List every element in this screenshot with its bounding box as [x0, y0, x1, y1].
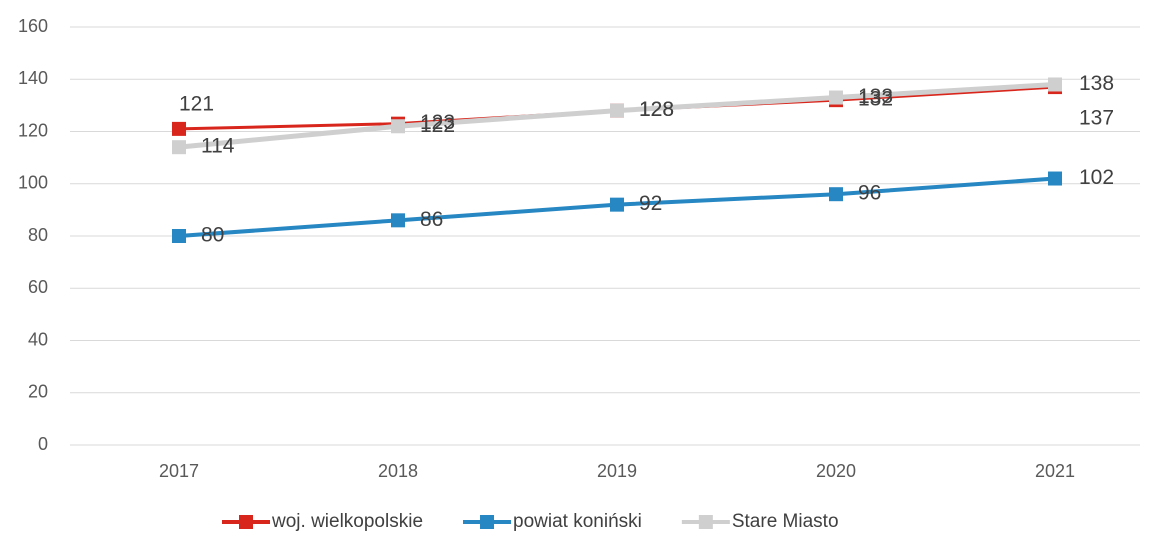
x-tick-label: 2018 [378, 461, 418, 481]
data-label: 128 [639, 98, 674, 121]
marker [172, 229, 186, 243]
marker [391, 119, 405, 134]
data-label: 96 [858, 182, 881, 205]
data-label: 128 [639, 98, 674, 121]
marker [610, 197, 624, 212]
y-tick-label: 120 [18, 120, 48, 140]
y-tick-label: 0 [38, 434, 48, 454]
y-tick-label: 20 [28, 382, 48, 402]
marker [610, 103, 624, 118]
y-tick-label: 160 [18, 16, 48, 36]
data-label: 138 [1079, 72, 1114, 95]
legend-marker [698, 515, 713, 529]
marker [172, 140, 186, 155]
marker [829, 90, 843, 105]
data-label: 132 [858, 88, 893, 111]
y-tick-label: 80 [28, 225, 48, 245]
legend-label: Stare Miasto [732, 511, 839, 532]
y-tick-label: 60 [28, 277, 48, 297]
x-tick-label: 2019 [597, 461, 637, 481]
data-label: 114 [201, 135, 235, 158]
x-tick-label: 2017 [159, 461, 199, 481]
marker [172, 121, 186, 136]
legend-marker [480, 515, 495, 529]
x-tick-label: 2020 [816, 461, 856, 481]
data-label: 121 [179, 92, 214, 115]
data-label: 86 [420, 208, 443, 231]
legend-label: woj. wielkopolskie [271, 511, 423, 532]
marker [829, 187, 843, 202]
data-label: 102 [1079, 166, 1114, 189]
x-tick-label: 2021 [1035, 461, 1075, 481]
marker [1048, 171, 1062, 186]
y-tick-label: 100 [18, 173, 48, 193]
marker [391, 213, 405, 228]
legend-label: powiat koniński [513, 511, 642, 532]
data-label: 92 [639, 192, 662, 215]
data-label: 122 [420, 114, 455, 137]
marker [1048, 77, 1062, 92]
data-label: 133 [858, 85, 893, 108]
data-label: 123 [420, 111, 455, 134]
legend-marker [239, 515, 253, 529]
y-tick-label: 40 [28, 329, 48, 349]
data-label: 80 [201, 224, 224, 247]
y-tick-label: 140 [18, 68, 48, 88]
data-label: 137 [1079, 107, 1114, 130]
